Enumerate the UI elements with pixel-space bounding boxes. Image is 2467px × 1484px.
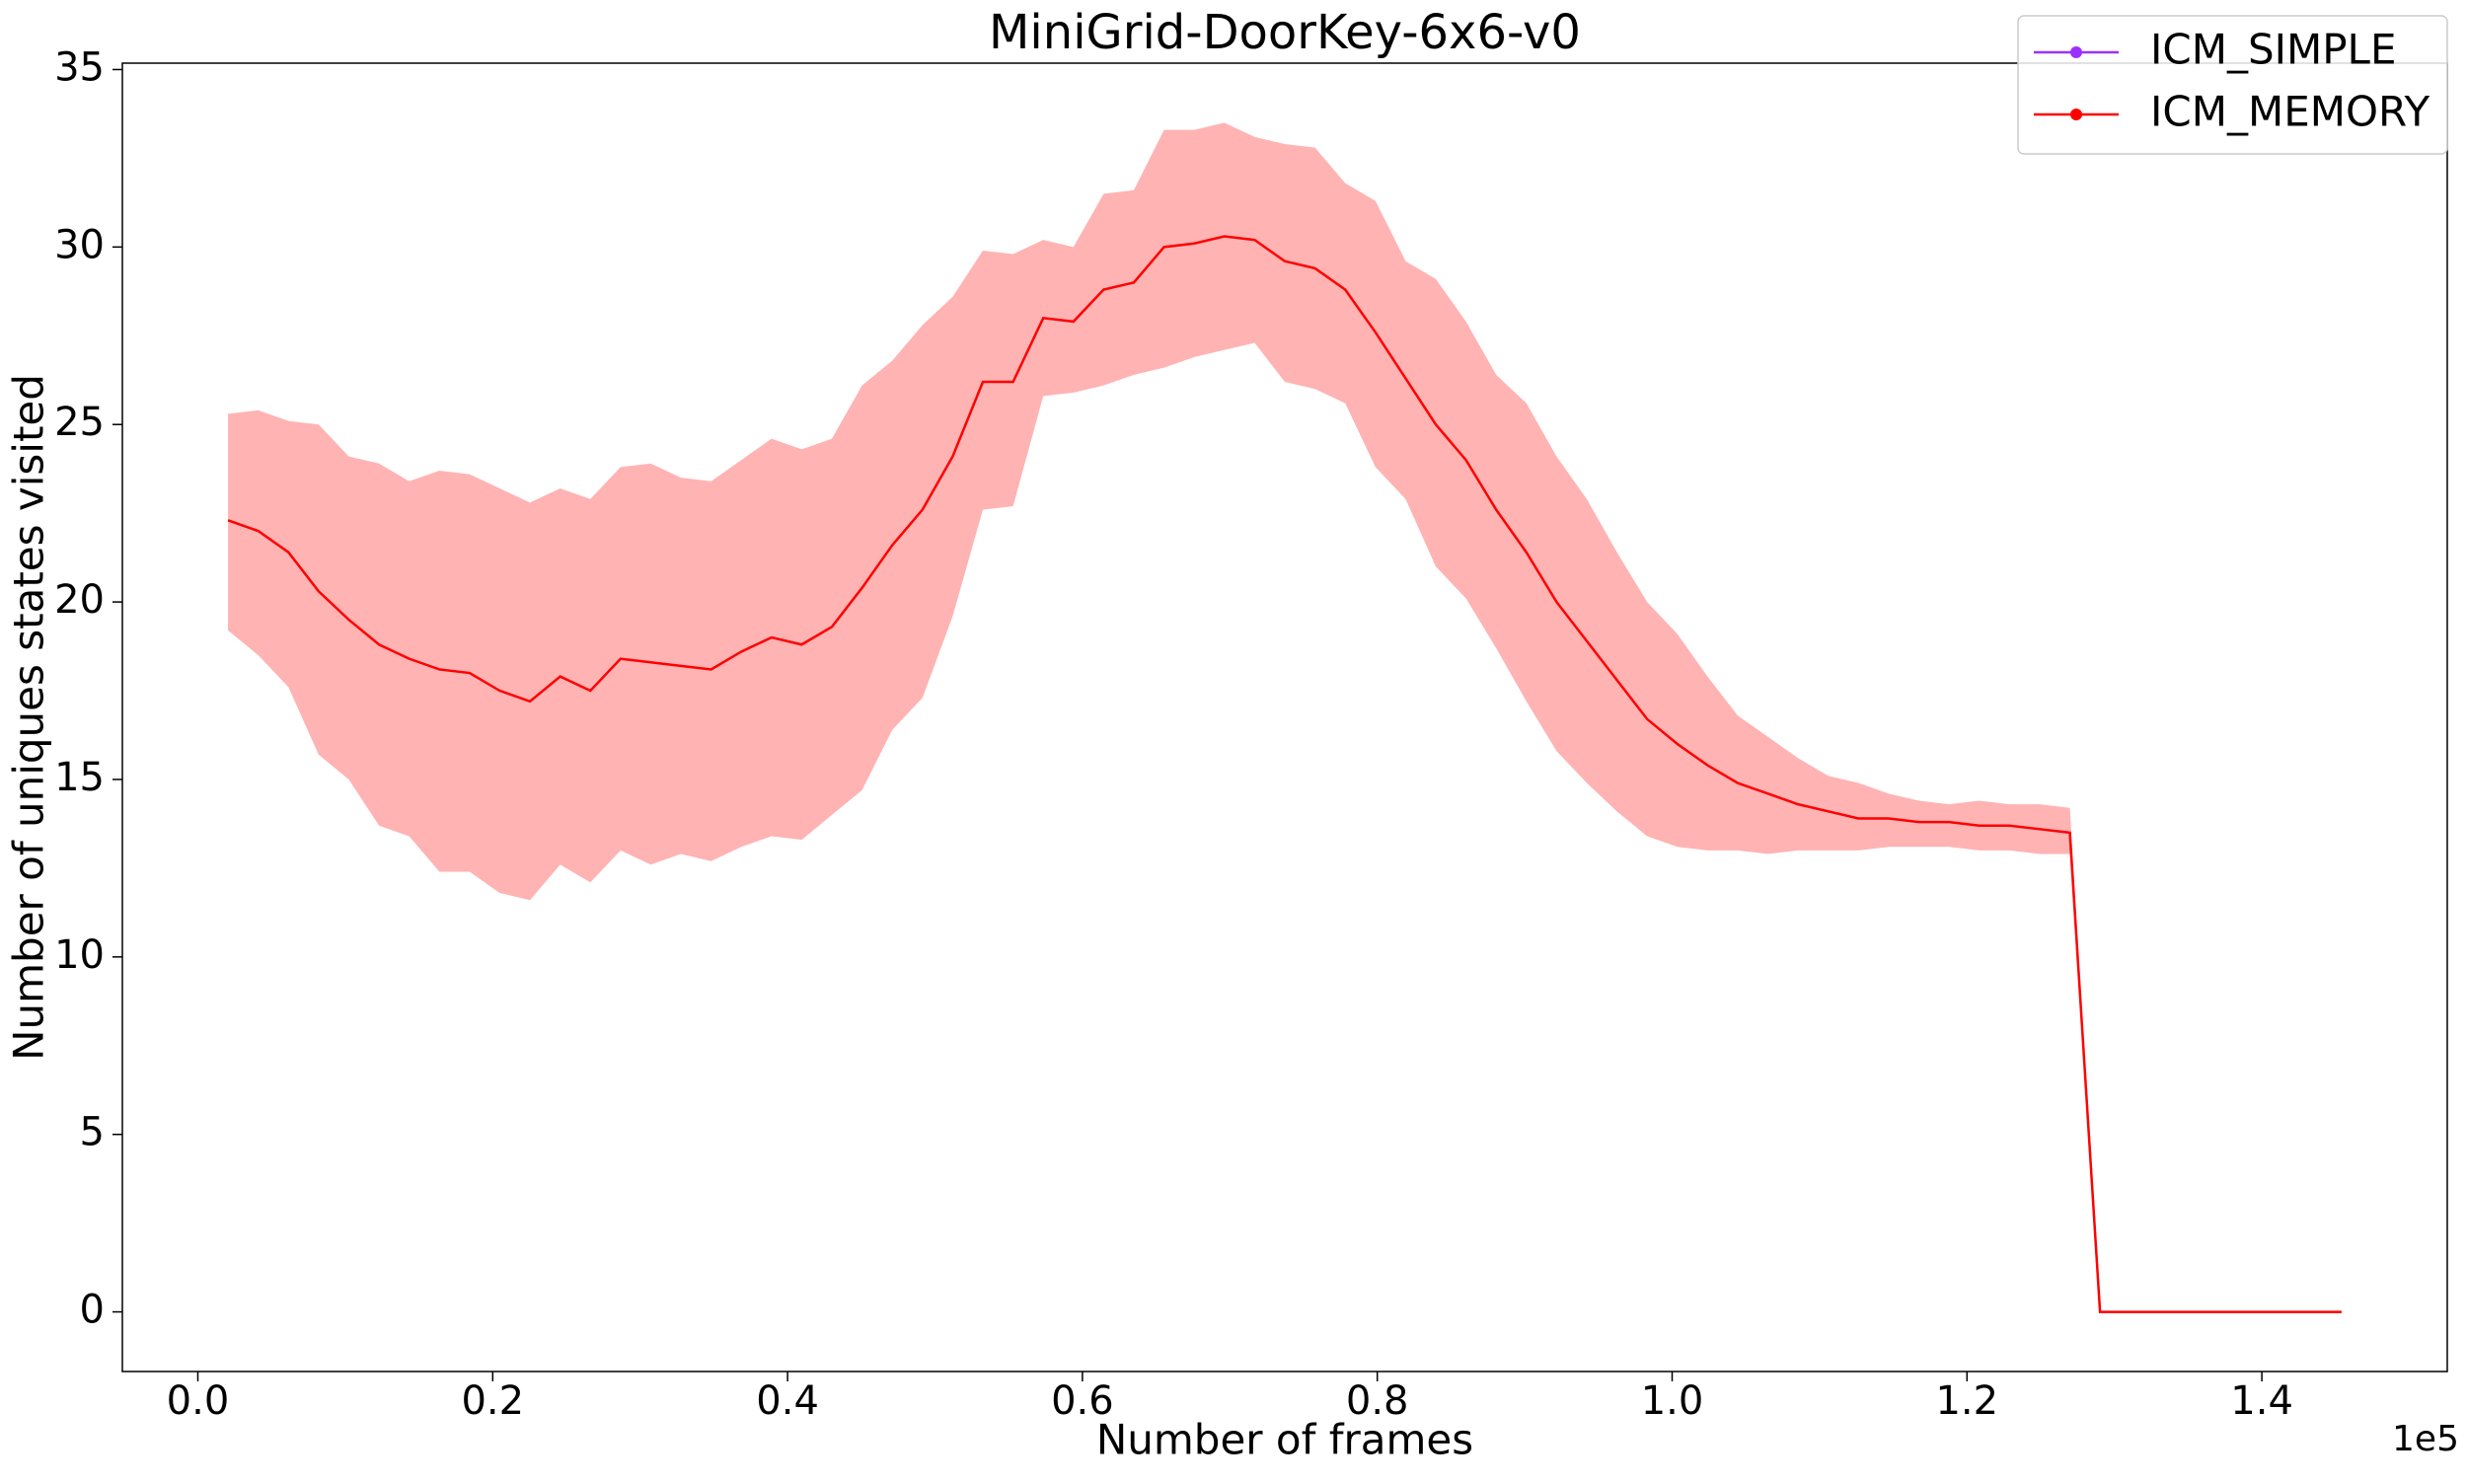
legend-box <box>2017 15 2448 155</box>
legend-label: ICM_SIMPLE <box>2150 26 2397 74</box>
legend-marker <box>2070 46 2082 58</box>
y-tick-label: 5 <box>80 1110 105 1155</box>
x-tick-label: 0.4 <box>756 1378 819 1424</box>
x-tick-label: 1.4 <box>2230 1378 2293 1424</box>
y-tick-label: 10 <box>54 932 105 978</box>
x-tick-label: 1.2 <box>1935 1378 1998 1424</box>
x-tick-label: 1.0 <box>1641 1378 1704 1424</box>
y-tick-label: 20 <box>54 577 105 623</box>
plot-frame <box>121 62 2448 1373</box>
y-tick-label: 0 <box>80 1288 105 1333</box>
y-tick-label: 25 <box>54 400 105 445</box>
x-tick-label: 0.0 <box>167 1378 230 1424</box>
x-offset-label: 1e5 <box>2392 1419 2459 1459</box>
y-axis-label: Number of uniques states visited <box>5 374 53 1061</box>
x-tick-label: 0.2 <box>461 1378 524 1424</box>
legend-label: ICM_MEMORY <box>2150 88 2430 136</box>
y-tick-label: 30 <box>54 222 105 267</box>
x-axis-label: Number of frames <box>1096 1416 1473 1464</box>
legend-marker <box>2070 109 2082 120</box>
chart-title: MiniGrid-DoorKey-6x6-v0 <box>989 5 1581 60</box>
error-band <box>228 122 2342 1312</box>
x-tick-label: 0.8 <box>1346 1378 1409 1424</box>
y-tick-label: 35 <box>54 44 105 90</box>
series-line <box>227 235 2342 1313</box>
y-tick-label: 15 <box>54 755 105 800</box>
x-tick-label: 0.6 <box>1051 1378 1114 1424</box>
